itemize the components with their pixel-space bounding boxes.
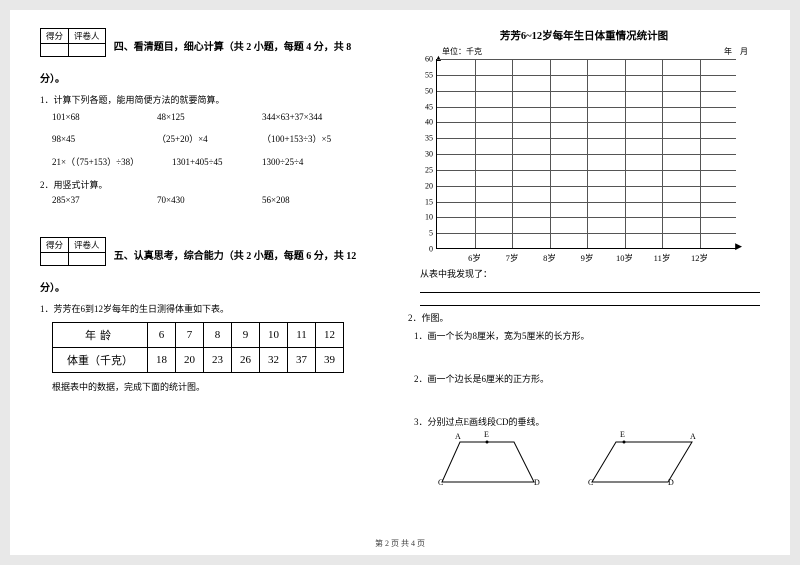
section-5-title-tail: 分）。 xyxy=(40,283,65,294)
score-label: 得分 xyxy=(41,29,69,44)
y-tick-label: 0 xyxy=(429,245,433,254)
draw-2: 2．画一个边长是6厘米的正方形。 xyxy=(414,372,760,385)
parallelogram-shape: E A C D xyxy=(588,434,688,489)
chart-area: 芳芳6~12岁每年生日体重情况统计图 单位：千克 年 月 ▲ ▶ 60 55 50 4… xyxy=(414,28,754,249)
y-tick-label: 20 xyxy=(425,181,433,190)
shapes-row: A E C D E A C D xyxy=(438,434,760,489)
y-tick-label: 35 xyxy=(425,134,433,143)
x-tick-label: 9岁 xyxy=(581,252,594,264)
table-header-weight: 体重（千克） xyxy=(53,348,148,373)
y-tick-label: 55 xyxy=(425,70,433,79)
weight-table: 年龄 678 9101112 体重（千克） 182023 26323739 xyxy=(52,322,344,373)
q4-2: 2．用竖式计算。 xyxy=(40,178,392,191)
x-tick-label: 10岁 xyxy=(616,252,633,264)
write-line-2[interactable] xyxy=(420,295,760,306)
y-tick-label: 15 xyxy=(425,197,433,206)
section-5-title: 五、认真思考，综合能力（共 2 小题，每题 6 分，共 12 xyxy=(114,251,357,262)
x-tick-label: 12岁 xyxy=(691,252,708,264)
axis-arrow-right: ▶ xyxy=(735,241,742,252)
grader-label: 评卷人 xyxy=(69,29,106,44)
chart-year-month: 年 月 xyxy=(724,46,748,57)
y-tick-label: 40 xyxy=(425,118,433,127)
chart-unit: 单位：千克 xyxy=(442,46,482,57)
section-4-title-tail: 分）。 xyxy=(40,74,65,85)
x-tick-label: 7岁 xyxy=(506,252,519,264)
q4-1: 1．计算下列各题，能用简便方法的就要简算。 xyxy=(40,93,392,106)
trapezoid-shape: A E C D xyxy=(438,434,538,489)
calc-row-3: 21×（（75+153）÷38）1301+405÷451300÷25÷4 xyxy=(52,155,392,168)
chart-title: 芳芳6~12岁每年生日体重情况统计图 xyxy=(414,28,754,43)
calc-row-2: 98×45（25+20）×4（100+153÷3）×5 xyxy=(52,132,392,145)
y-tick-label: 50 xyxy=(425,86,433,95)
table-note: 根据表中的数据，完成下面的统计图。 xyxy=(52,380,392,393)
section-4-title: 四、看清题目，细心计算（共 2 小题，每题 4 分，共 8 xyxy=(114,42,352,53)
axis-arrow-up: ▲ xyxy=(434,53,443,63)
score-grader-box: 得分评卷人 xyxy=(40,28,106,57)
calc-row-1: 101×6848×125344×63+37×344 xyxy=(52,112,392,122)
page-footer: 第 2 页 共 4 页 xyxy=(10,538,790,549)
write-line-1[interactable] xyxy=(420,282,760,293)
q5-1: 1．芳芳在6到12岁每年的生日测得体重如下表。 xyxy=(40,302,392,315)
draw-1: 1．画一个长为8厘米，宽为5厘米的长方形。 xyxy=(414,329,760,342)
y-tick-label: 25 xyxy=(425,165,433,174)
y-tick-label: 30 xyxy=(425,150,433,159)
y-tick-label: 5 xyxy=(429,229,433,238)
x-tick-label: 11岁 xyxy=(654,252,671,264)
x-tick-label: 6岁 xyxy=(468,252,481,264)
table-header-age: 年龄 xyxy=(53,323,148,348)
y-tick-label: 60 xyxy=(425,55,433,64)
x-tick-label: 8岁 xyxy=(543,252,556,264)
draw-3: 3．分别过点E画线段CD的垂线。 xyxy=(414,415,760,428)
chart-found-label: 从表中我发现了： xyxy=(420,267,760,280)
q-drawing: 2．作图。 xyxy=(408,311,760,324)
y-tick-label: 45 xyxy=(425,102,433,111)
calc-row-4: 285×3770×43056×208 xyxy=(52,195,392,205)
score-grader-box-2: 得分评卷人 xyxy=(40,237,106,266)
y-tick-label: 10 xyxy=(425,213,433,222)
